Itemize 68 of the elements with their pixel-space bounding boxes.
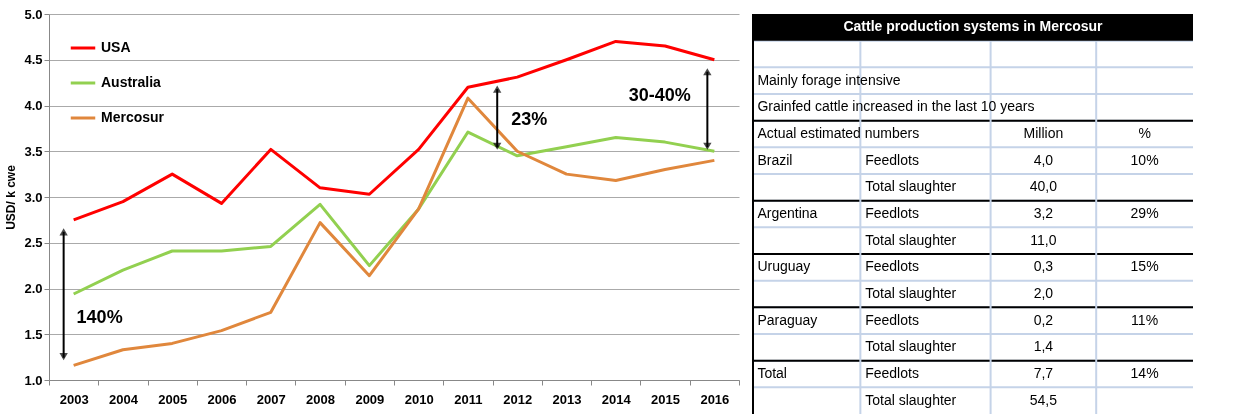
text: Total slaughter: [865, 391, 957, 408]
line-series: [72, 130, 716, 296]
text: Feedlots: [865, 258, 919, 275]
text: Total: [757, 365, 787, 381]
text: 3,2: [1033, 205, 1054, 221]
legend-label: USA: [101, 39, 131, 55]
x-tick-label: 2009: [355, 391, 385, 407]
x-tick-label: 2008: [306, 391, 336, 407]
x-tick-label: 2010: [404, 391, 434, 407]
text: 0,3: [1033, 258, 1054, 275]
text: 2,0: [1033, 285, 1054, 301]
text: Actual estimated numbers: [757, 125, 920, 141]
text: %: [1138, 125, 1151, 141]
x-tick-label: 2016: [700, 391, 730, 407]
y-tick-label: 3.0: [24, 189, 43, 205]
text: 0,2: [1033, 311, 1054, 328]
text: 10%: [1130, 151, 1159, 168]
x-tick-label: 2006: [207, 391, 237, 407]
y-tick-label: 5.0: [24, 6, 43, 22]
y-axis-title: USD/ k cwe: [4, 164, 19, 230]
text: 14%: [1130, 365, 1159, 381]
legend-label: Australia: [101, 74, 162, 90]
text: Mainly forage intensive: [757, 71, 901, 88]
text: Feedlots: [865, 311, 919, 328]
text: 29%: [1130, 205, 1159, 221]
annotation: 23%: [511, 109, 548, 130]
text: Grainfed cattle increased in the last 10 years: [757, 98, 1035, 115]
text: 7,7: [1033, 365, 1054, 381]
y-tick-label: 2.0: [24, 281, 43, 296]
text: Feedlots: [865, 205, 919, 221]
y-tick-label: 1.0: [24, 372, 43, 388]
x-tick-label: 2007: [256, 391, 286, 407]
text: 54,5: [1029, 391, 1058, 408]
text: Brazil: [757, 151, 793, 168]
y-tick-label: 3.5: [24, 143, 43, 159]
x-tick-label: 2011: [454, 391, 483, 407]
x-tick-label: 2014: [601, 391, 632, 407]
y-tick-label: 2.5: [24, 235, 43, 251]
legend-label: Mercosur: [101, 109, 165, 125]
x-tick-label: 2012: [503, 391, 533, 407]
y-tick-label: 1.5: [24, 326, 43, 342]
x-tick-label: 2003: [59, 391, 89, 407]
text: 11%: [1131, 311, 1159, 328]
annotation: 140%: [76, 306, 123, 327]
line-series: [72, 39, 716, 222]
text: 4,0: [1033, 151, 1054, 168]
text: 40,0: [1029, 178, 1058, 195]
x-tick-label: 2004: [108, 391, 139, 407]
text: Million: [1023, 125, 1064, 141]
text: 11,0: [1030, 231, 1057, 248]
text: Total slaughter: [865, 178, 957, 195]
text: 15%: [1130, 258, 1159, 275]
x-tick-label: 2005: [158, 391, 188, 407]
text: Argentina: [757, 205, 818, 221]
text: Total slaughter: [865, 338, 957, 355]
text: Total slaughter: [865, 231, 957, 248]
text: Feedlots: [865, 151, 919, 168]
x-tick-label: 2015: [651, 391, 681, 407]
text: Total slaughter: [865, 285, 957, 301]
text: 1,4: [1033, 338, 1054, 355]
text: Paraguay: [757, 311, 818, 328]
text: Uruguay: [757, 258, 811, 275]
text: Feedlots: [865, 365, 919, 381]
text: Cattle production systems in Mercosur: [843, 18, 1104, 35]
y-tick-label: 4.0: [24, 98, 43, 113]
x-tick-label: 2013: [552, 391, 582, 407]
annotation: 30-40%: [628, 85, 691, 106]
y-tick-label: 4.5: [24, 52, 43, 68]
